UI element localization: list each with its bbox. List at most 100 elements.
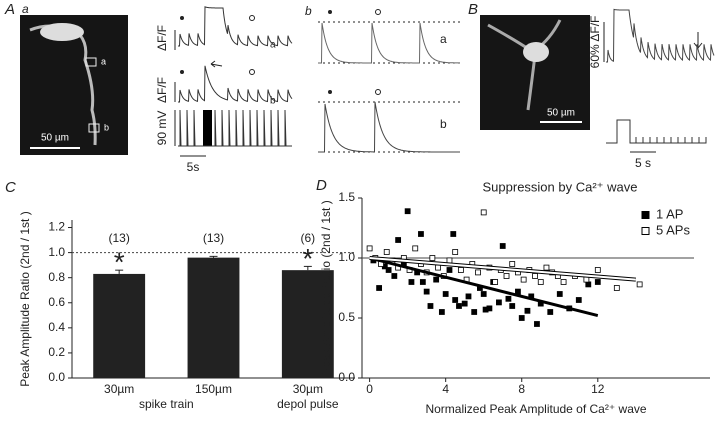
bar xyxy=(187,257,240,378)
point xyxy=(383,249,390,255)
point xyxy=(594,279,601,285)
group-label: spike train xyxy=(139,397,194,411)
x-tick-label: 4 xyxy=(442,382,449,396)
group-label: depol pulse xyxy=(277,397,339,411)
panel-sublabel: b xyxy=(305,4,312,18)
y-tick-label: 0.0 xyxy=(48,370,65,384)
point xyxy=(435,264,441,271)
time-scale: 5s xyxy=(187,160,200,174)
trace-tag: b xyxy=(270,96,276,107)
point xyxy=(419,279,426,285)
point xyxy=(636,281,643,288)
point xyxy=(391,273,398,279)
y-tick-label: 1.0 xyxy=(48,245,65,259)
y-axis-label: Peak Amplitude Ratio (2nd / 1st ) xyxy=(319,200,333,375)
point xyxy=(556,291,563,297)
y-tick-label: 0.2 xyxy=(48,345,65,359)
panel-label: C xyxy=(5,179,16,196)
x-tick-label: 0 xyxy=(366,382,373,396)
point xyxy=(534,321,540,327)
depol-pulse xyxy=(203,110,212,146)
roi-box xyxy=(85,57,97,67)
x-tick-label: 30µm xyxy=(104,382,134,396)
point xyxy=(446,267,453,273)
point xyxy=(427,303,434,309)
point xyxy=(452,249,459,255)
scale-label: 50 µm xyxy=(41,133,69,144)
bar-chart: C Peak Amplitude Ratio (2nd / 1st ) 0.0 0.2… xyxy=(5,179,355,411)
point xyxy=(471,309,478,315)
time-scale: 5 s xyxy=(635,156,651,170)
point xyxy=(543,264,550,271)
point xyxy=(482,306,489,313)
point xyxy=(366,245,373,252)
point xyxy=(518,315,525,321)
marker xyxy=(328,90,332,94)
bar xyxy=(93,273,146,378)
point xyxy=(509,303,516,309)
point xyxy=(505,295,512,302)
point xyxy=(594,267,601,273)
point xyxy=(575,297,582,303)
trace xyxy=(178,65,293,103)
trace-tag: b xyxy=(440,117,447,131)
marker xyxy=(249,15,255,21)
point xyxy=(376,285,383,291)
y-tick-label: 1.2 xyxy=(48,220,65,234)
roi-label: b xyxy=(104,122,109,132)
point xyxy=(524,307,531,314)
x-tick-label: 8 xyxy=(518,382,525,396)
soma xyxy=(523,42,549,62)
marker xyxy=(249,69,255,75)
n-label: (6) xyxy=(300,231,315,245)
point xyxy=(418,231,424,237)
point xyxy=(503,273,510,279)
point xyxy=(532,273,538,279)
point xyxy=(450,231,457,237)
point xyxy=(452,297,459,303)
trace xyxy=(318,22,460,64)
point xyxy=(429,255,436,261)
point xyxy=(560,279,567,285)
point xyxy=(423,288,430,295)
panel-sublabel: a xyxy=(22,2,29,16)
point xyxy=(492,279,499,285)
point xyxy=(585,281,592,288)
point xyxy=(456,303,462,309)
point xyxy=(480,291,487,297)
point xyxy=(613,285,620,291)
marker xyxy=(180,16,184,20)
trace-ylabel: ΔF/F xyxy=(155,25,169,51)
point xyxy=(457,267,464,273)
traces xyxy=(178,6,715,153)
fit-line xyxy=(369,256,599,318)
voltage-trace xyxy=(178,109,292,147)
marker xyxy=(328,10,332,14)
point xyxy=(433,276,440,283)
point xyxy=(547,309,554,315)
significance: * xyxy=(114,247,125,278)
legend-label: 5 APs xyxy=(656,222,690,237)
y-tick-label: 0.8 xyxy=(48,270,65,284)
point xyxy=(404,208,411,215)
point xyxy=(515,288,521,295)
micrograph xyxy=(480,15,590,130)
point xyxy=(412,245,419,252)
legend-swatch xyxy=(641,227,650,235)
y-tick-label: 0.4 xyxy=(48,320,65,334)
roi-box xyxy=(88,123,100,133)
bar xyxy=(281,270,334,378)
trace xyxy=(318,101,460,153)
scatter-chart: D Suppression by Ca²⁺ wave Peak Amplitude … xyxy=(316,177,710,416)
point xyxy=(496,299,502,306)
y-tick-label: 1.0 xyxy=(338,250,355,264)
point xyxy=(537,279,544,285)
x-tick-label: 12 xyxy=(591,382,605,396)
y-tick-label: 0.6 xyxy=(48,295,65,309)
panel-label: A xyxy=(4,1,15,18)
trace xyxy=(606,8,715,63)
point xyxy=(499,243,506,249)
trace xyxy=(178,6,293,47)
point xyxy=(465,293,472,300)
n-label: (13) xyxy=(108,231,129,245)
